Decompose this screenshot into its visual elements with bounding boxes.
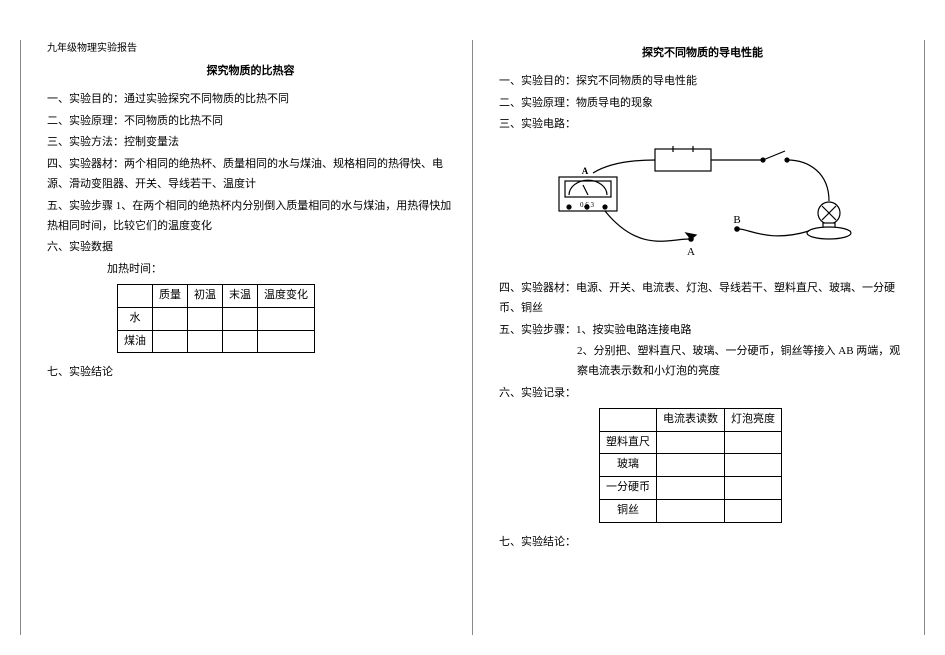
td <box>153 330 188 353</box>
sec2-label: 二、实验原理： <box>499 97 576 109</box>
table-row: 铜丝 <box>600 499 782 522</box>
td <box>153 307 188 330</box>
td: 塑料直尺 <box>600 431 657 454</box>
table-row: 玻璃 <box>600 454 782 477</box>
table-row: 煤油 <box>118 330 315 353</box>
right-title: 探究不同物质的导电性能 <box>499 44 906 64</box>
sec1-text: 通过实验探究不同物质的比热不同 <box>124 93 289 105</box>
table-row: 电流表读数 灯泡亮度 <box>600 408 782 431</box>
right-sec6: 六、实验记录： <box>499 384 906 404</box>
td <box>258 330 315 353</box>
right-data-table: 电流表读数 灯泡亮度 塑料直尺 玻璃 一分硬币 铜丝 <box>599 408 782 523</box>
td <box>657 454 725 477</box>
node-B-label: B <box>733 214 740 226</box>
sec3-label: 三、实验电路： <box>499 118 576 130</box>
table-row: 水 <box>118 307 315 330</box>
left-sec3: 三、实验方法：控制变量法 <box>47 133 454 153</box>
sec7-label: 七、实验结论： <box>499 536 576 548</box>
heat-time-label: 加热时间： <box>107 263 162 275</box>
sec3-text: 控制变量法 <box>124 136 179 148</box>
left-sec7: 七、实验结论 <box>47 363 454 383</box>
td: 玻璃 <box>600 454 657 477</box>
sec5-b: 2、分别把、塑料直尺、玻璃、一分硬币，铜丝等接入 AB 两端，观察电流表示数和小… <box>577 345 900 377</box>
td <box>188 330 223 353</box>
sec6-label: 六、实验记录： <box>499 387 576 399</box>
sec5-label: 五、实验步骤： <box>499 324 576 336</box>
th: 电流表读数 <box>657 408 725 431</box>
td <box>725 431 782 454</box>
right-column: 探究不同物质的导电性能 一、实验目的：探究不同物质的导电性能 二、实验原理：物质… <box>473 40 925 635</box>
th: 初温 <box>188 284 223 307</box>
right-sec1: 一、实验目的：探究不同物质的导电性能 <box>499 72 906 92</box>
right-sec2: 二、实验原理：物质导电的现象 <box>499 94 906 114</box>
table-row: 塑料直尺 <box>600 431 782 454</box>
th: 温度变化 <box>258 284 315 307</box>
td <box>223 330 258 353</box>
sec3-label: 三、实验方法： <box>47 136 124 148</box>
meter-A-label: A <box>582 166 589 176</box>
right-sec5: 五、实验步骤：1、按实验电路连接电路 <box>499 321 906 341</box>
sec1-label: 一、实验目的： <box>499 75 576 87</box>
right-sec5b: 2、分别把、塑料直尺、玻璃、一分硬币，铜丝等接入 AB 两端，观察电流表示数和小… <box>499 342 906 382</box>
left-sec5: 五、实验步骤 1、在两个相同的绝热杯内分别倒入质量相同的水与煤油，用热得快加热相… <box>47 197 454 237</box>
td: 水 <box>118 307 153 330</box>
sec5-label: 五、实验步骤 <box>47 200 113 212</box>
td <box>657 477 725 500</box>
td <box>258 307 315 330</box>
heat-time-line: 加热时间： <box>47 260 454 280</box>
th: 质量 <box>153 284 188 307</box>
th <box>600 408 657 431</box>
table-row: 一分硬币 <box>600 477 782 500</box>
right-sec3: 三、实验电路： <box>499 115 906 135</box>
left-sec4: 四、实验器材：两个相同的绝热杯、质量相同的水与煤油、规格相同的热得快、电源、滑动… <box>47 155 454 195</box>
sec6-label: 六、实验数据 <box>47 241 113 253</box>
node-A-label: A <box>687 246 695 258</box>
th <box>118 284 153 307</box>
td <box>725 477 782 500</box>
left-data-table: 质量 初温 末温 温度变化 水 煤油 <box>117 284 315 353</box>
th: 灯泡亮度 <box>725 408 782 431</box>
table-row: 质量 初温 末温 温度变化 <box>118 284 315 307</box>
meter-scale-label: 0.6 3 <box>580 201 595 209</box>
left-title: 探究物质的比热容 <box>47 62 454 82</box>
td <box>657 499 725 522</box>
td <box>657 431 725 454</box>
td <box>725 454 782 477</box>
two-column-document: 九年级物理实验报告 探究物质的比热容 一、实验目的：通过实验探究不同物质的比热不… <box>20 40 925 635</box>
right-sec4: 四、实验器材：电源、开关、电流表、灯泡、导线若干、塑料直尺、玻璃、一分硬币、铜丝 <box>499 279 906 319</box>
th: 末温 <box>223 284 258 307</box>
td: 煤油 <box>118 330 153 353</box>
left-sec2: 二、实验原理：不同物质的比热不同 <box>47 112 454 132</box>
left-sec1: 一、实验目的：通过实验探究不同物质的比热不同 <box>47 90 454 110</box>
right-sec7: 七、实验结论： <box>499 533 906 553</box>
td: 铜丝 <box>600 499 657 522</box>
sec4-label: 四、实验器材： <box>499 282 576 294</box>
sec5-a: 1、按实验电路连接电路 <box>576 324 692 336</box>
sec2-text: 物质导电的现象 <box>576 97 653 109</box>
sec2-text: 不同物质的比热不同 <box>124 115 223 127</box>
left-sec6: 六、实验数据 <box>47 238 454 258</box>
doc-header: 九年级物理实验报告 <box>47 40 454 58</box>
sec4-label: 四、实验器材： <box>47 158 124 170</box>
sec7-label: 七、实验结论 <box>47 366 113 378</box>
sec1-text: 探究不同物质的导电性能 <box>576 75 697 87</box>
td <box>188 307 223 330</box>
sec2-label: 二、实验原理： <box>47 115 124 127</box>
sec1-label: 一、实验目的： <box>47 93 124 105</box>
left-column: 九年级物理实验报告 探究物质的比热容 一、实验目的：通过实验探究不同物质的比热不… <box>21 40 473 635</box>
circuit-diagram: A 0.6 3 A B <box>539 143 859 263</box>
td: 一分硬币 <box>600 477 657 500</box>
td <box>725 499 782 522</box>
td <box>223 307 258 330</box>
